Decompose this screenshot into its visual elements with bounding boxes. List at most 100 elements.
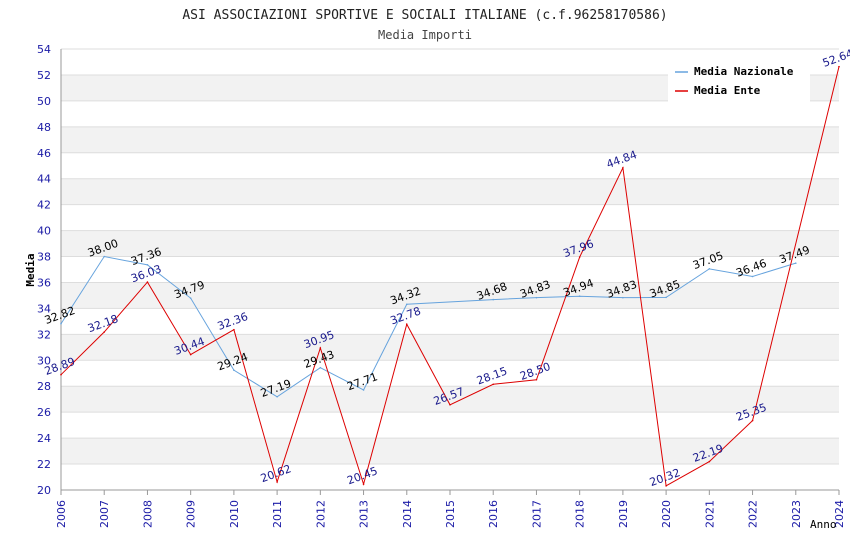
chart-subtitle: Media Importi xyxy=(378,28,472,42)
x-tick-2019: 2019 xyxy=(617,500,630,528)
y-tick-38: 38 xyxy=(37,251,51,264)
point-ente-2008 xyxy=(146,281,149,283)
series-lines xyxy=(60,65,840,487)
x-tick-2022: 2022 xyxy=(747,500,760,528)
point-nazionale-2016 xyxy=(492,298,495,301)
y-tick-34: 34 xyxy=(37,302,51,315)
point-nazionale-2014 xyxy=(405,303,408,306)
point-ente-2015 xyxy=(449,403,451,406)
point-ente-2012 xyxy=(319,347,322,349)
point-nazionale-2013 xyxy=(362,389,365,391)
y-tick-28: 28 xyxy=(37,380,51,393)
point-nazionale-2009 xyxy=(189,297,192,299)
x-axis-label: Anno xyxy=(810,518,837,531)
x-tick-2006: 2006 xyxy=(55,500,68,528)
y-tick-50: 50 xyxy=(37,95,51,108)
x-tick-2023: 2023 xyxy=(790,500,803,528)
y-tick-26: 26 xyxy=(37,406,51,419)
band-38 xyxy=(61,230,839,257)
y-tick-52: 52 xyxy=(37,69,51,82)
x-tick-2011: 2011 xyxy=(271,500,284,528)
point-ente-2022 xyxy=(751,419,754,422)
data-label-ente-2020: 20.32 xyxy=(648,466,682,489)
data-label-ente-2016: 28.15 xyxy=(475,365,509,388)
point-ente-2019 xyxy=(622,167,624,169)
band-30 xyxy=(61,334,839,361)
x-tick-2018: 2018 xyxy=(574,500,587,528)
x-tick-2020: 2020 xyxy=(660,500,673,528)
point-nazionale-2007 xyxy=(103,255,106,258)
y-tick-labels: 20 22 24 26 28 30 32 34 36 38 40 42 44 46 48 50 52 54 xyxy=(37,43,51,497)
band-42 xyxy=(61,178,839,205)
x-tick-2012: 2012 xyxy=(314,500,327,528)
y-tick-46: 46 xyxy=(37,147,51,160)
point-ente-2007 xyxy=(103,331,106,333)
point-ente-2013 xyxy=(362,483,365,485)
x-tick-2021: 2021 xyxy=(703,500,716,528)
point-nazionale-2006 xyxy=(60,322,62,325)
x-tick-2024: 2024 xyxy=(833,500,846,528)
data-label-ente-2013: 20.45 xyxy=(345,464,379,487)
point-ente-2020 xyxy=(665,485,667,487)
y-tick-22: 22 xyxy=(37,458,51,471)
y-tick-32: 32 xyxy=(37,328,51,341)
x-tick-2016: 2016 xyxy=(487,500,500,528)
point-nazionale-2012 xyxy=(319,366,322,369)
point-nazionale-2020 xyxy=(665,296,667,299)
x-tick-2015: 2015 xyxy=(444,500,457,528)
point-ente-2018 xyxy=(578,256,581,258)
data-label-ente-2024: 52.64 xyxy=(821,47,850,70)
y-tick-42: 42 xyxy=(37,199,51,212)
point-ente-2017 xyxy=(535,378,538,381)
x-tick-2009: 2009 xyxy=(185,500,198,528)
point-nazionale-2017 xyxy=(535,296,538,299)
series-line-nazionale xyxy=(60,255,796,398)
point-ente-2006 xyxy=(60,373,62,376)
band-46 xyxy=(61,126,839,153)
point-ente-2014 xyxy=(405,323,408,326)
legend-label-nazionale: Media Nazionale xyxy=(694,65,794,78)
axes xyxy=(60,49,840,495)
point-nazionale-2023 xyxy=(794,262,797,264)
point-ente-2021 xyxy=(708,460,711,463)
x-tick-2013: 2013 xyxy=(358,500,371,528)
y-axis-label: Media xyxy=(24,253,37,286)
y-tick-24: 24 xyxy=(37,432,51,445)
y-tick-30: 30 xyxy=(37,354,51,367)
legend-box xyxy=(668,58,810,102)
gridlines xyxy=(61,48,839,491)
series-line-ente xyxy=(60,66,840,487)
point-ente-2009 xyxy=(189,353,192,356)
y-tick-48: 48 xyxy=(37,121,51,134)
chart-title: ASI ASSOCIAZIONI SPORTIVE E SOCIALI ITAL… xyxy=(182,8,667,23)
point-ente-2024 xyxy=(838,65,840,68)
point-nazionale-2022 xyxy=(751,275,754,278)
x-tick-2014: 2014 xyxy=(401,500,414,528)
y-tick-40: 40 xyxy=(37,225,51,238)
point-ente-2010 xyxy=(233,328,235,331)
y-tick-20: 20 xyxy=(37,484,51,497)
y-tick-54: 54 xyxy=(37,43,51,56)
x-tick-2007: 2007 xyxy=(98,500,111,528)
point-ente-2016 xyxy=(492,383,495,386)
point-nazionale-2008 xyxy=(146,264,149,266)
data-label-ente-2010: 32.36 xyxy=(216,310,250,333)
x-tick-2017: 2017 xyxy=(530,500,543,528)
point-nazionale-2010 xyxy=(233,369,235,371)
point-nazionale-2011 xyxy=(276,395,278,398)
point-ente-2011 xyxy=(276,481,278,483)
x-tick-labels: 2006 2007 2008 2009 2010 2011 2012 2013 2014 2015… xyxy=(55,500,846,528)
legend-label-ente: Media Ente xyxy=(694,84,761,97)
x-tick-2008: 2008 xyxy=(141,500,154,528)
data-label-ente-2011: 20.62 xyxy=(259,462,293,485)
background-bands xyxy=(61,74,839,465)
legend: Media Nazionale Media Ente xyxy=(668,58,810,102)
band-34 xyxy=(61,282,839,309)
point-nazionale-2019 xyxy=(622,296,624,299)
y-tick-36: 36 xyxy=(37,276,51,289)
data-label-ente-2007: 32.18 xyxy=(86,312,120,335)
y-tick-44: 44 xyxy=(37,173,51,186)
